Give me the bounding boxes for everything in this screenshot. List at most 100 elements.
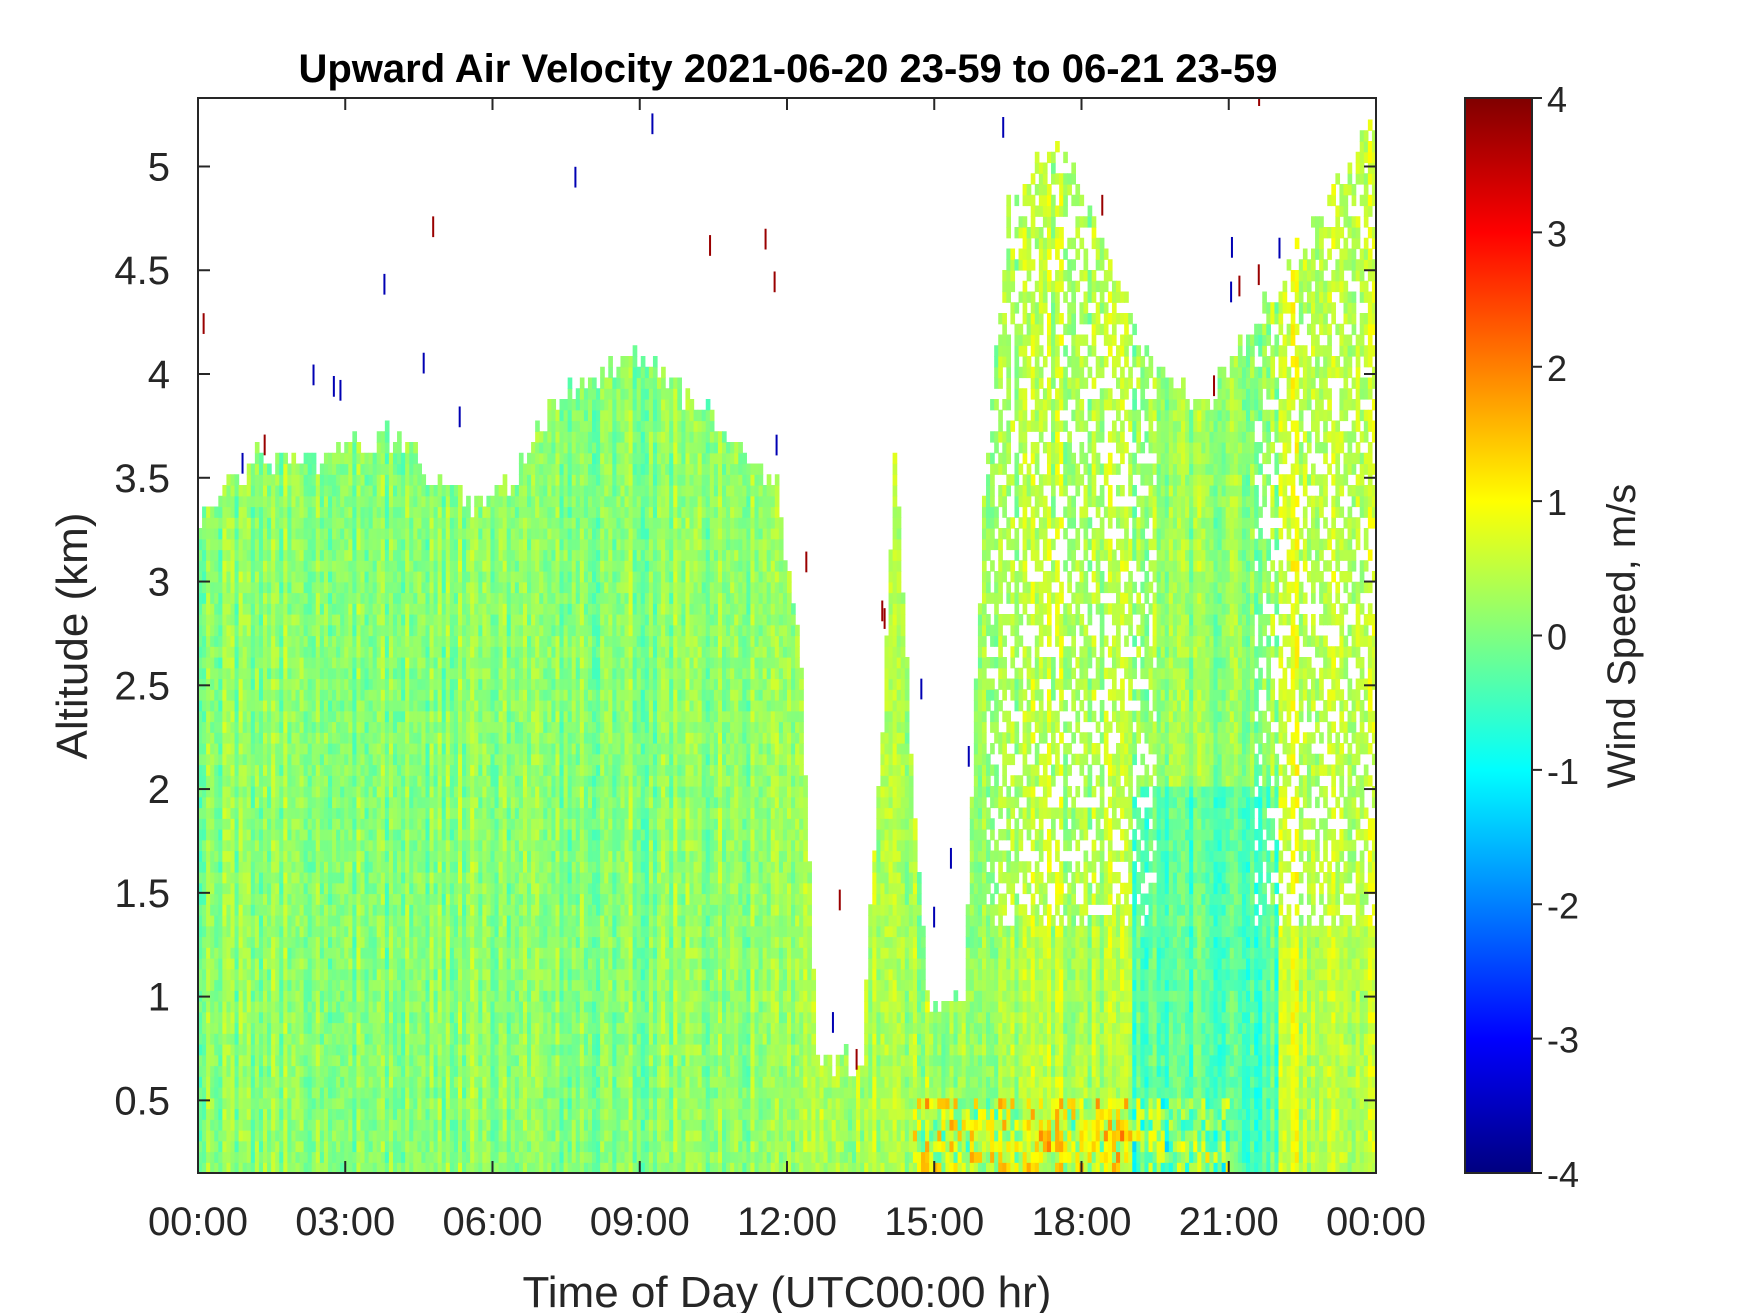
heatmap-cell <box>380 936 386 948</box>
heatmap-cell <box>319 571 325 583</box>
heatmap-cell <box>287 657 293 669</box>
heatmap-cell <box>210 1022 215 1034</box>
heatmap-cell <box>323 1097 329 1110</box>
heatmap-cell <box>206 1151 211 1163</box>
heatmap-cell <box>303 990 309 1002</box>
heatmap-cell <box>388 1162 394 1173</box>
heatmap-cell <box>291 904 297 916</box>
heatmap-cell <box>218 571 223 583</box>
heatmap-cell <box>275 1097 280 1110</box>
heatmap-cell <box>392 936 398 948</box>
heatmap-cell <box>206 743 211 755</box>
heatmap-cell <box>388 839 394 852</box>
heatmap-cell <box>397 1162 402 1173</box>
heatmap-cell <box>425 495 431 508</box>
heatmap-cell <box>210 710 215 723</box>
heatmap-cell <box>429 861 435 873</box>
heatmap-cell <box>275 775 280 787</box>
heatmap-cell <box>246 721 252 733</box>
heatmap-cell <box>267 1065 272 1077</box>
heatmap-cell <box>429 968 435 981</box>
heatmap-cell <box>258 1001 264 1013</box>
heatmap-cell <box>409 657 414 669</box>
heatmap-cell <box>258 1065 264 1077</box>
heatmap-cell <box>417 538 423 551</box>
heatmap-cell <box>218 904 223 916</box>
heatmap-cell <box>348 549 353 561</box>
heatmap-cell <box>425 925 431 938</box>
heatmap-cell <box>222 710 228 723</box>
heatmap-cell <box>384 538 390 551</box>
heatmap-cell <box>250 710 256 723</box>
heatmap-cell <box>352 936 358 948</box>
heatmap-cell <box>482 1108 487 1120</box>
heatmap-cell <box>409 689 414 701</box>
heatmap-cell <box>315 667 321 680</box>
heatmap-cell <box>206 882 211 895</box>
heatmap-cell <box>299 700 305 712</box>
heatmap-cell <box>267 743 272 755</box>
heatmap-cell <box>262 689 268 701</box>
heatmap-cell <box>299 635 305 647</box>
heatmap-cell <box>433 538 439 551</box>
heatmap-cell <box>319 1011 325 1024</box>
heatmap-cell <box>279 560 284 572</box>
heatmap-cell <box>283 796 288 809</box>
heatmap-cell <box>429 915 435 927</box>
heatmap-cell <box>401 474 406 486</box>
heatmap-cell <box>397 753 402 766</box>
heatmap-cell <box>267 829 272 841</box>
heatmap-cell <box>271 1076 276 1088</box>
heatmap-cell <box>238 700 244 712</box>
heatmap-cell <box>445 1119 451 1131</box>
heatmap-cell <box>299 753 305 766</box>
heatmap-cell <box>258 1011 264 1024</box>
heatmap-cell <box>453 732 459 744</box>
heatmap-cell <box>271 485 276 497</box>
heatmap-cell <box>356 796 362 809</box>
heatmap-cell <box>490 1011 496 1024</box>
heatmap-cell <box>258 743 264 755</box>
heatmap-cell <box>352 549 358 561</box>
heatmap-cell <box>202 1011 207 1024</box>
heatmap-cell <box>295 732 301 744</box>
heatmap-cell <box>315 1065 321 1077</box>
heatmap-cell <box>218 872 223 884</box>
heatmap-cell <box>376 452 382 465</box>
heatmap-cell <box>474 1076 479 1088</box>
heatmap-cell <box>417 796 423 809</box>
heatmap-cell <box>502 614 508 626</box>
heatmap-cell <box>283 1119 288 1131</box>
heatmap-cell <box>372 1130 378 1142</box>
heatmap-cell <box>437 743 443 755</box>
heatmap-cell <box>230 506 236 518</box>
heatmap-cell <box>291 538 297 551</box>
heatmap-cell <box>449 624 455 637</box>
heatmap-cell <box>340 1119 345 1131</box>
heatmap-cell <box>482 807 487 819</box>
heatmap-cell <box>360 882 366 895</box>
heatmap-cell <box>364 549 370 561</box>
heatmap-cell <box>250 1022 256 1034</box>
heatmap-cell <box>348 474 353 486</box>
heatmap-cell <box>445 1140 451 1153</box>
heatmap-cell <box>372 904 378 916</box>
heatmap-cell <box>287 528 293 540</box>
heatmap-cell <box>230 581 236 594</box>
heatmap-cell <box>384 700 390 712</box>
heatmap-cell <box>348 667 353 680</box>
heatmap-cell <box>376 581 382 594</box>
heatmap-cell <box>250 1151 256 1163</box>
heatmap-cell <box>457 1022 463 1034</box>
heatmap-cell <box>230 1076 236 1088</box>
heatmap-cell <box>295 829 301 841</box>
heatmap-cell <box>445 678 451 690</box>
heatmap-cell <box>429 764 435 776</box>
heatmap-cell <box>429 850 435 862</box>
heatmap-cell <box>336 549 341 561</box>
heatmap-cell <box>502 1044 508 1056</box>
heatmap-cell <box>287 915 293 927</box>
heatmap-cell <box>291 710 297 723</box>
heatmap-cell <box>254 968 260 981</box>
heatmap-cell <box>242 872 248 884</box>
